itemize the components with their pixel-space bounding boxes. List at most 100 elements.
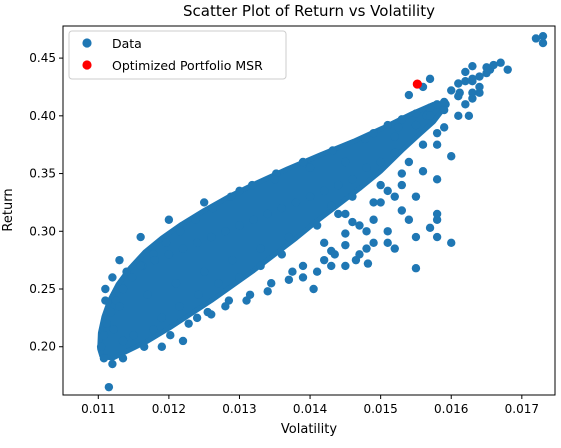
data-point <box>363 259 373 268</box>
data-point <box>99 330 109 340</box>
data-point <box>312 221 322 230</box>
data-point <box>207 310 216 319</box>
data-point <box>192 313 202 323</box>
data-point <box>150 255 159 265</box>
data-point <box>164 250 174 259</box>
data-point <box>425 74 435 84</box>
data-point <box>496 58 505 67</box>
data-point <box>249 215 258 224</box>
data-point <box>475 72 484 81</box>
data-point <box>118 336 128 346</box>
data-point <box>199 198 209 207</box>
data-point <box>277 250 287 259</box>
x-tick-label: 0.016 <box>434 402 468 416</box>
data-point <box>383 227 392 236</box>
data-point <box>99 354 109 363</box>
data-point <box>101 284 110 294</box>
data-point <box>118 284 128 294</box>
data-point <box>228 255 237 265</box>
data-point <box>531 34 541 43</box>
data-point <box>454 79 463 88</box>
data-point <box>432 209 442 219</box>
axis-layer: 0.011 0.012 0.013 0.014 0.015 0.016 0.017 0.20 0… <box>29 25 556 416</box>
data-point <box>425 103 435 112</box>
data-point <box>334 180 343 190</box>
data-point <box>235 221 244 230</box>
data-point <box>390 192 399 201</box>
data-point <box>538 38 548 48</box>
data-point <box>104 382 114 392</box>
data-point <box>397 180 407 190</box>
data-point <box>383 186 392 196</box>
data-point <box>214 279 223 288</box>
y-tick-label: 0.20 <box>29 340 56 354</box>
data-point <box>108 359 117 369</box>
data-point <box>390 132 399 141</box>
data-point <box>468 61 477 71</box>
x-tick-label: 0.013 <box>222 402 256 416</box>
data-point <box>191 215 200 224</box>
data-point <box>115 255 124 265</box>
data-point <box>109 325 119 334</box>
data-point <box>362 163 371 172</box>
data-point <box>454 92 463 101</box>
data-point <box>247 180 257 190</box>
data-point <box>194 290 203 299</box>
legend-optimized-label: Optimized Portfolio MSR <box>112 58 263 73</box>
data-point <box>96 342 106 351</box>
data-point <box>376 198 385 207</box>
y-tick-label: 0.25 <box>29 282 56 296</box>
data-point <box>106 307 116 317</box>
data-point <box>447 86 456 95</box>
data-point <box>263 287 272 296</box>
data-point <box>312 267 322 276</box>
legend-optimized-marker <box>82 60 92 70</box>
legend-box <box>68 30 287 80</box>
data-point <box>298 157 308 167</box>
data-point <box>136 261 145 271</box>
data-point <box>122 267 131 276</box>
data-point <box>327 246 336 256</box>
data-point <box>319 255 329 265</box>
data-point <box>468 74 477 84</box>
data-point <box>309 284 318 294</box>
data-point <box>164 215 174 224</box>
data-point <box>482 68 491 78</box>
data-point <box>355 221 364 230</box>
optimized-series <box>412 79 422 89</box>
data-point <box>489 60 498 70</box>
data-point <box>503 65 512 74</box>
legend-data-label: Data <box>112 36 142 51</box>
data-point <box>102 319 111 328</box>
data-point <box>404 215 414 224</box>
data-point <box>319 186 329 196</box>
data-point <box>362 244 371 253</box>
data-point <box>439 97 449 107</box>
data-point <box>418 140 428 149</box>
data-point <box>394 123 403 132</box>
data-point <box>432 140 442 149</box>
data-point <box>129 330 138 340</box>
optimized-portfolio-point <box>412 79 422 89</box>
data-point <box>369 238 378 248</box>
data-point <box>127 273 137 282</box>
data-point <box>270 175 279 184</box>
data-point <box>267 279 276 288</box>
data-point <box>447 238 456 248</box>
data-point <box>383 238 392 248</box>
data-point <box>226 192 236 201</box>
y-tick-label: 0.45 <box>29 51 56 65</box>
chart-title: Scatter Plot of Return vs Volatility <box>183 2 435 20</box>
data-point <box>221 302 230 311</box>
data-point <box>277 203 287 213</box>
data-point <box>411 264 421 273</box>
data-point <box>390 244 399 253</box>
data-point <box>390 148 399 157</box>
data-point <box>341 209 350 219</box>
y-axis-label: Return <box>1 188 16 231</box>
data-point <box>369 215 378 224</box>
data-point <box>319 238 329 248</box>
data-point <box>468 94 477 103</box>
data-point <box>175 227 185 236</box>
